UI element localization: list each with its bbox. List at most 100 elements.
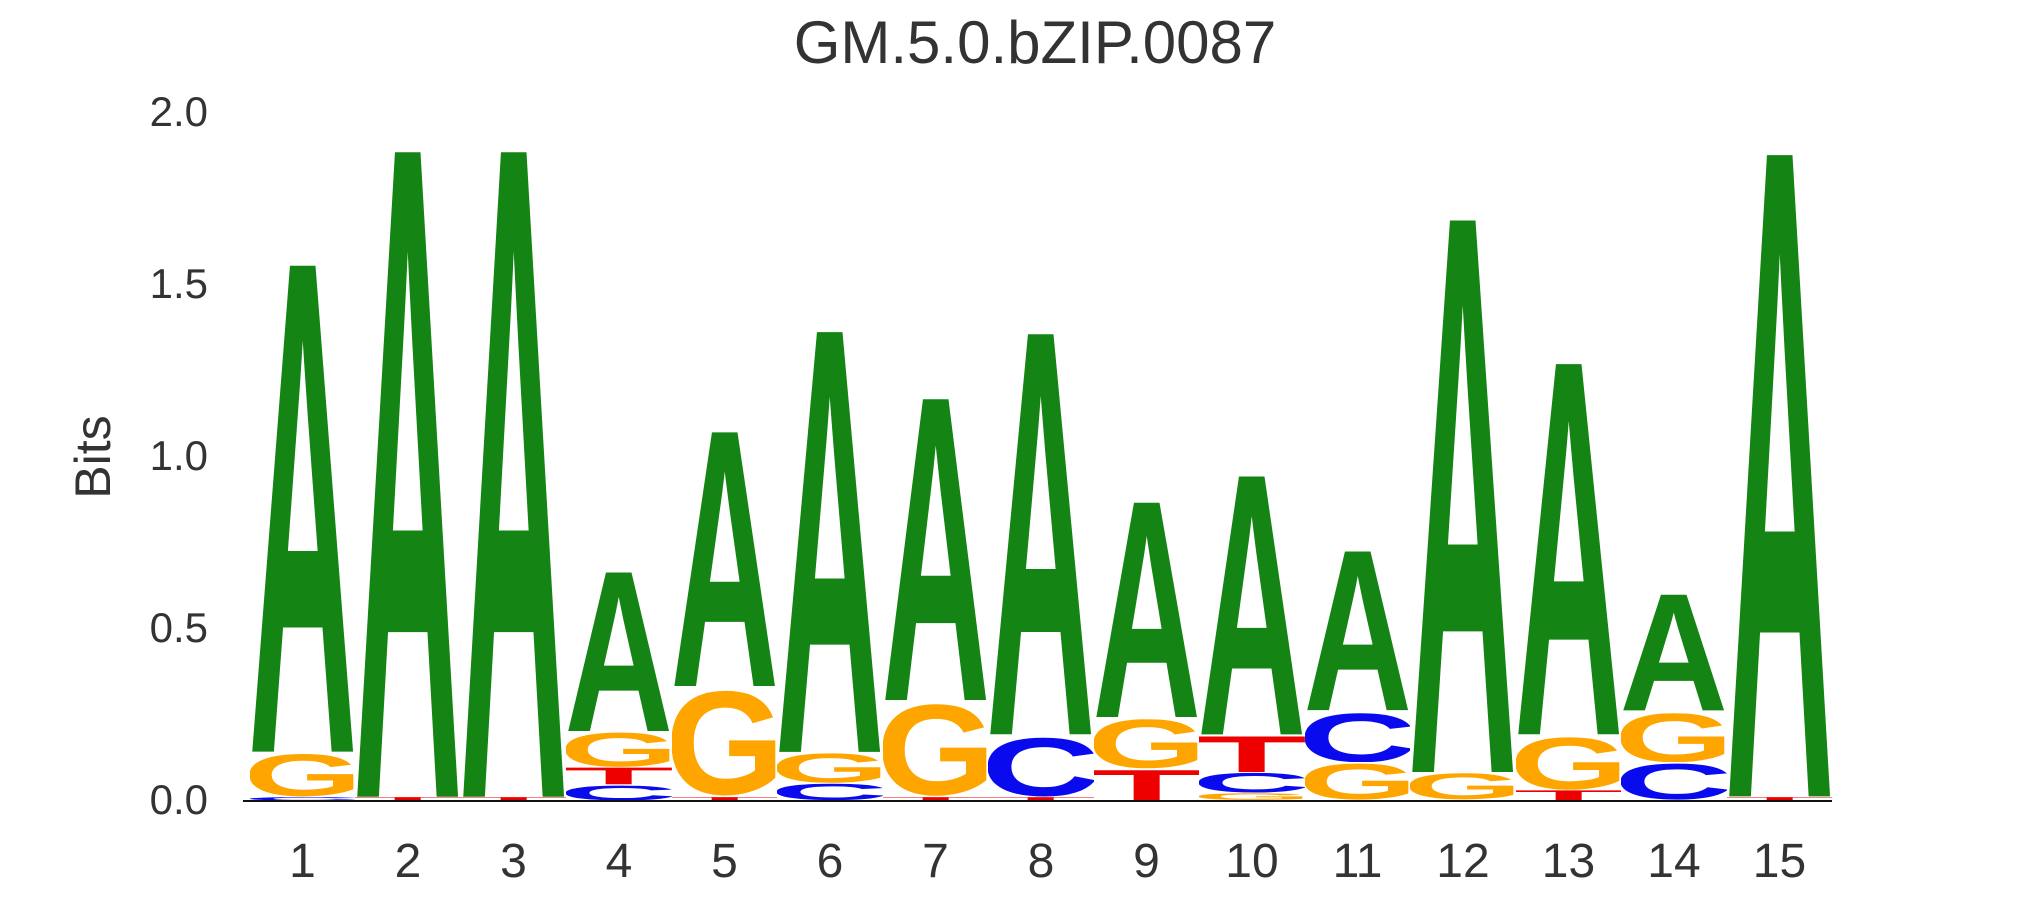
logo-letter-A-pos-3: A xyxy=(461,126,567,797)
x-tick-12: 12 xyxy=(1436,835,1490,888)
svg-text:T: T xyxy=(566,767,672,784)
logo-letter-C-pos-14: C xyxy=(1621,762,1727,800)
logo-letter-G-pos-9: G xyxy=(1094,717,1200,769)
svg-text:C: C xyxy=(777,783,883,800)
logo-letter-T-pos-3: T xyxy=(461,797,567,800)
logo-letter-A-pos-2: A xyxy=(355,126,461,797)
logo-letter-A-pos-10: A xyxy=(1199,466,1305,734)
svg-text:A: A xyxy=(883,387,989,700)
svg-text:C: C xyxy=(988,735,1094,797)
logo-letter-G-pos-11: G xyxy=(1305,762,1411,800)
svg-text:A: A xyxy=(1410,198,1516,772)
svg-text:G: G xyxy=(1094,717,1200,769)
logo-letter-C-pos-11: C xyxy=(1305,711,1411,763)
x-tick-3: 3 xyxy=(500,835,527,888)
svg-text:A: A xyxy=(355,126,461,797)
logo-letter-G-pos-13: G xyxy=(1516,735,1622,790)
logo-letter-C-pos-8: C xyxy=(988,735,1094,797)
svg-text:C: C xyxy=(250,797,356,800)
logo-letter-C-pos-4: C xyxy=(566,785,672,800)
logo-letter-A-pos-13: A xyxy=(1516,349,1622,734)
logo-letter-C-pos-6: C xyxy=(777,783,883,800)
svg-text:A: A xyxy=(1727,129,1833,796)
svg-text:G: G xyxy=(777,752,883,783)
logo-letter-G-pos-7: G xyxy=(883,700,989,796)
logo-letter-T-pos-2: T xyxy=(355,797,461,800)
svg-text:C: C xyxy=(566,785,672,800)
y-tick-1.5: 1.5 xyxy=(149,260,208,307)
logo-letter-A-pos-7: A xyxy=(883,387,989,700)
svg-text:G: G xyxy=(1410,772,1516,800)
svg-text:T: T xyxy=(355,797,461,800)
logo-letter-G-pos-5: G xyxy=(672,686,778,796)
logo-letter-A-pos-15: A xyxy=(1727,129,1833,796)
x-tick-2: 2 xyxy=(394,835,422,888)
x-tick-1: 1 xyxy=(289,835,316,888)
x-tick-4: 4 xyxy=(605,835,633,888)
svg-text:T: T xyxy=(1727,797,1833,800)
logo-letter-A-pos-9: A xyxy=(1094,494,1200,718)
svg-text:G: G xyxy=(1305,762,1411,800)
logo-letter-T-pos-10: T xyxy=(1199,735,1305,773)
svg-text:A: A xyxy=(672,422,778,687)
x-tick-13: 13 xyxy=(1541,835,1596,888)
logo-letter-G-pos-6: G xyxy=(777,752,883,783)
logo-letter-T-pos-15: T xyxy=(1727,797,1833,800)
svg-text:G: G xyxy=(1621,711,1727,763)
logo-letter-C-pos-1: C xyxy=(250,797,356,800)
x-tick-5: 5 xyxy=(711,835,738,888)
logo-letter-G-pos-1: G xyxy=(250,752,356,797)
logo-letter-G-pos-10: G xyxy=(1199,793,1305,800)
x-axis-line xyxy=(243,800,1832,802)
svg-text:T: T xyxy=(461,797,567,800)
svg-text:C: C xyxy=(1621,762,1727,800)
logo-letter-A-pos-4: A xyxy=(566,566,672,731)
svg-text:A: A xyxy=(988,318,1094,734)
svg-text:T: T xyxy=(988,797,1094,800)
svg-text:A: A xyxy=(1516,349,1622,734)
svg-text:T: T xyxy=(883,797,989,800)
logo-letter-T-pos-13: T xyxy=(1516,790,1622,800)
svg-text:C: C xyxy=(1199,772,1305,793)
svg-text:G: G xyxy=(883,700,989,796)
svg-text:A: A xyxy=(1305,545,1411,710)
x-tick-14: 14 xyxy=(1647,835,1701,888)
y-tick-0.5: 0.5 xyxy=(149,604,208,651)
svg-text:T: T xyxy=(1516,790,1622,800)
svg-text:G: G xyxy=(1516,735,1622,790)
svg-text:G: G xyxy=(1199,793,1305,800)
svg-text:T: T xyxy=(1199,735,1305,773)
svg-text:A: A xyxy=(1199,466,1305,734)
y-tick-1.0: 1.0 xyxy=(149,432,208,479)
logo-letter-A-pos-11: A xyxy=(1305,545,1411,710)
logo-letter-T-pos-8: T xyxy=(988,797,1094,800)
logo-letter-A-pos-6: A xyxy=(777,315,883,752)
logo-letter-C-pos-10: C xyxy=(1199,772,1305,793)
svg-text:T: T xyxy=(1094,769,1200,800)
svg-text:A: A xyxy=(250,246,356,752)
x-tick-10: 10 xyxy=(1225,835,1279,888)
svg-text:A: A xyxy=(1094,494,1200,718)
x-tick-7: 7 xyxy=(922,835,949,888)
x-tick-9: 9 xyxy=(1133,835,1160,888)
logo-letter-T-pos-5: T xyxy=(672,797,778,800)
logo-letter-G-pos-14: G xyxy=(1621,711,1727,763)
y-tick-0.0: 0.0 xyxy=(149,776,208,823)
svg-text:C: C xyxy=(1305,711,1411,763)
chart-title: GM.5.0.bZIP.0087 xyxy=(793,9,1277,76)
y-tick-2.0: 2.0 xyxy=(149,88,208,135)
svg-text:A: A xyxy=(1621,590,1727,710)
x-tick-11: 11 xyxy=(1332,835,1383,888)
x-tick-6: 6 xyxy=(816,835,844,888)
logo-letter-A-pos-1: A xyxy=(250,246,356,752)
logo-letter-T-pos-9: T xyxy=(1094,769,1200,800)
svg-text:T: T xyxy=(672,797,778,800)
logo-letter-A-pos-14: A xyxy=(1621,590,1727,710)
x-tick-15: 15 xyxy=(1752,835,1807,888)
logo-letter-A-pos-12: A xyxy=(1410,198,1516,772)
svg-text:A: A xyxy=(461,126,567,797)
x-tick-8: 8 xyxy=(1027,835,1055,888)
logo-letter-T-pos-4: T xyxy=(566,767,672,784)
logo-letter-A-pos-8: A xyxy=(988,318,1094,734)
